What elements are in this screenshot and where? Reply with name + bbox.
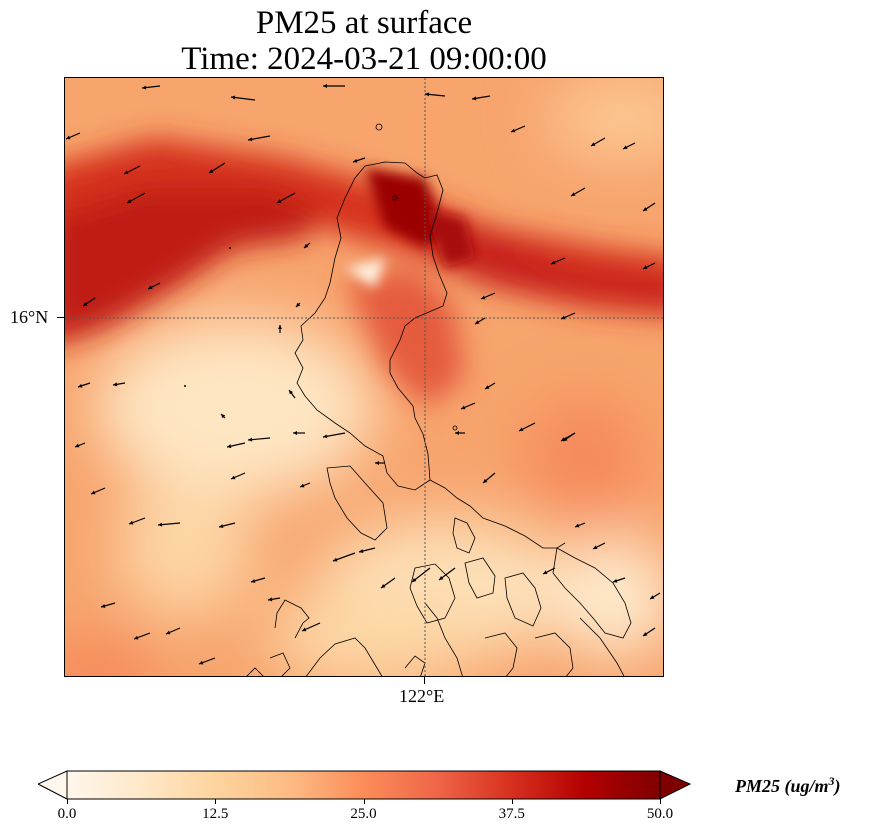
latitude-tick-label: 16°N <box>10 307 49 327</box>
colorbar-tickmark <box>67 799 68 804</box>
wind-arrow <box>642 202 656 212</box>
wind-arrow <box>208 162 226 174</box>
wind-arrow <box>460 402 476 410</box>
wind-arrow <box>332 552 356 562</box>
wind-arrow <box>198 657 216 665</box>
wind-arrow <box>482 472 496 484</box>
wind-arrow <box>276 192 296 204</box>
wind-arrow <box>649 592 661 600</box>
colorbar-tick-label: 25.0 <box>350 806 377 822</box>
map-title-line1: PM25 at surface <box>255 5 473 41</box>
colorbar-label: PM25 (ug/m3) <box>735 774 841 796</box>
colorbar <box>38 770 692 800</box>
wind-arrow <box>352 157 366 163</box>
wind-arrow <box>165 627 181 635</box>
colorbar-tick-label: 50.0 <box>646 806 674 822</box>
gridlines <box>65 78 663 676</box>
wind-arrow <box>550 257 566 265</box>
wind-arrow <box>229 247 231 249</box>
wind-arrow <box>480 292 496 300</box>
wind-arrow <box>74 442 86 448</box>
colorbar-max-extend <box>659 770 692 800</box>
wind-arrow <box>250 577 266 583</box>
colorbar-tickmark <box>215 799 216 804</box>
coastlines <box>246 123 632 676</box>
colorbar-tick-label: 0.0 <box>57 806 77 822</box>
wind-arrow <box>510 125 526 133</box>
wind-arrow <box>278 325 282 333</box>
map-title-line2: Time: 2024-03-21 09:00:00 <box>181 41 547 77</box>
wind-arrow <box>77 382 91 388</box>
wind-arrow <box>230 95 256 101</box>
wind-arrow <box>592 542 606 550</box>
wind-arrow <box>288 389 296 399</box>
wind-arrow <box>323 84 345 88</box>
colorbar-tick-label: 12.5 <box>202 806 229 822</box>
wind-arrow <box>133 632 151 640</box>
wind-arrow <box>542 567 556 575</box>
wind-arrow <box>484 382 496 390</box>
wind-arrow <box>230 472 246 480</box>
wind-arrow <box>562 432 576 442</box>
wind-arrow <box>380 577 396 589</box>
wind-arrow <box>438 567 456 581</box>
colorbar-tickmark <box>512 799 513 804</box>
wind-arrow <box>147 282 161 290</box>
wind-arrow <box>226 442 246 449</box>
longitude-tick-label: 122°E <box>399 686 445 706</box>
wind-arrow <box>411 567 431 583</box>
wind-arrow <box>141 85 161 90</box>
wind-arrow <box>112 382 126 387</box>
wind-arrow <box>184 385 186 387</box>
wind-arrow <box>612 577 626 583</box>
wind-arrow <box>218 522 236 528</box>
pm25-map <box>65 78 663 676</box>
map-plot-area <box>64 77 664 677</box>
lat-tickmark <box>57 317 64 318</box>
wind-arrow <box>100 602 116 608</box>
wind-arrow <box>267 597 281 602</box>
wind-arrow <box>82 297 96 307</box>
wind-arrow <box>474 317 486 325</box>
wind-arrow <box>642 262 656 270</box>
wind-arrow <box>570 187 586 197</box>
wind-arrow <box>123 165 141 175</box>
wind-arrow <box>424 92 446 97</box>
wind-arrow <box>157 522 181 527</box>
wind-arrow <box>293 431 305 435</box>
wind-arrow <box>65 132 81 140</box>
colorbar-tickmark <box>364 799 365 804</box>
wind-arrow <box>574 522 586 528</box>
wind-vectors <box>65 84 661 665</box>
wind-arrow <box>301 622 321 632</box>
lon-tickmark <box>424 677 425 684</box>
wind-arrow <box>299 482 311 488</box>
wind-arrow <box>622 142 636 150</box>
wind-arrow <box>128 517 146 525</box>
colorbar-tickmark <box>660 799 661 804</box>
colorbar-min-extend <box>38 770 68 800</box>
wind-arrow <box>247 437 271 442</box>
wind-arrow <box>590 137 606 147</box>
wind-arrow <box>126 192 146 204</box>
wind-arrow <box>560 312 576 320</box>
wind-arrow <box>247 135 271 142</box>
colorbar-gradient <box>66 770 661 800</box>
wind-arrow <box>642 627 656 637</box>
wind-arrow <box>358 547 376 553</box>
wind-arrow <box>90 487 106 495</box>
wind-arrow <box>518 422 536 432</box>
colorbar-tick-label: 37.5 <box>498 806 525 822</box>
wind-arrow <box>303 242 311 249</box>
wind-arrow <box>455 431 465 435</box>
pm25-concentration-field <box>65 78 663 676</box>
wind-arrow <box>471 95 491 101</box>
wind-arrow <box>322 432 346 439</box>
wind-arrow <box>295 302 301 308</box>
wind-arrow <box>220 413 226 419</box>
wind-arrow <box>375 461 385 465</box>
